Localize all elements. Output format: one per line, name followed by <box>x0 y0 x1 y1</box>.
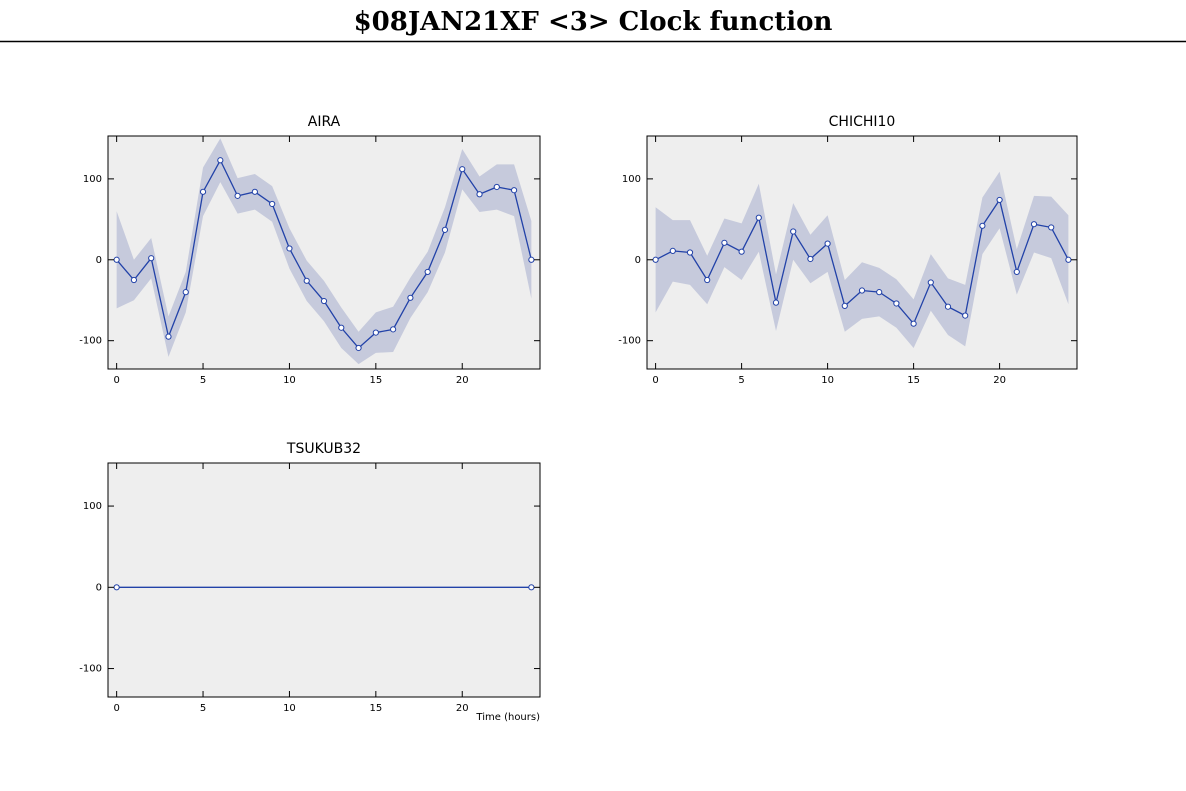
point <box>148 255 155 262</box>
point <box>199 188 207 195</box>
point <box>704 276 711 284</box>
point <box>755 214 762 221</box>
y-tick-label: -100 <box>79 336 102 347</box>
plot-area <box>108 463 540 697</box>
point <box>1065 256 1072 263</box>
point <box>165 333 172 340</box>
point <box>303 277 310 284</box>
point <box>807 255 814 263</box>
x-tick-label: 20 <box>993 375 1006 386</box>
x-tick-label: 0 <box>652 375 658 386</box>
point <box>1030 221 1038 228</box>
y-tick-label: 100 <box>83 501 102 512</box>
x-tick-label: 15 <box>369 375 382 386</box>
point <box>996 196 1003 204</box>
point <box>493 183 500 191</box>
point <box>738 248 745 255</box>
point <box>459 166 466 173</box>
point <box>721 239 728 246</box>
point <box>858 287 866 294</box>
point <box>1013 268 1020 276</box>
plot-frame <box>646 135 1078 370</box>
point <box>113 584 120 591</box>
chart-title: AIRA <box>308 114 341 130</box>
page-title: $08JAN21XF <3> Clock function <box>354 7 833 37</box>
x-tick-label: 10 <box>283 703 296 714</box>
point <box>652 256 659 263</box>
point <box>182 289 189 296</box>
point <box>234 192 241 199</box>
y-tick-label: -100 <box>79 664 102 675</box>
point <box>510 187 518 194</box>
x-tick-label: 20 <box>456 375 469 386</box>
point <box>927 279 934 286</box>
point <box>130 276 138 284</box>
point <box>686 249 694 256</box>
point <box>424 268 431 276</box>
point <box>944 303 952 310</box>
point <box>269 200 276 208</box>
chart-title: TSUKUB32 <box>286 441 361 457</box>
y-tick-label: 100 <box>622 174 641 185</box>
error-band <box>116 138 532 365</box>
x-tick-label: 5 <box>738 375 744 386</box>
x-tick-label: 0 <box>113 703 119 714</box>
y-tick-label: 0 <box>96 582 102 593</box>
point <box>355 344 362 352</box>
point <box>910 320 917 327</box>
point <box>217 157 224 164</box>
point <box>824 240 831 247</box>
y-tick-label: 100 <box>83 174 102 185</box>
x-tick-label: 15 <box>369 703 382 714</box>
point <box>893 300 900 307</box>
point <box>962 312 969 319</box>
point <box>841 302 848 309</box>
point <box>528 256 535 263</box>
y-tick-label: 0 <box>635 255 641 266</box>
y-tick-label: -100 <box>618 336 641 347</box>
point <box>390 326 397 333</box>
point <box>338 324 345 331</box>
point <box>528 584 535 591</box>
x-tick-label: 5 <box>200 703 206 714</box>
x-tick-label: 10 <box>283 375 296 386</box>
y-tick-label: 0 <box>96 255 102 266</box>
point <box>772 299 780 306</box>
plot-frame <box>107 462 541 698</box>
point <box>790 228 797 235</box>
point <box>979 222 986 229</box>
x-tick-label: 0 <box>113 375 119 386</box>
plot-frame <box>107 135 541 370</box>
point <box>1048 224 1055 231</box>
point <box>669 247 676 254</box>
point <box>441 226 449 233</box>
point <box>251 188 258 195</box>
point <box>372 329 379 336</box>
x-tick-label: 5 <box>200 375 206 386</box>
point <box>286 245 293 252</box>
point <box>320 297 328 305</box>
point <box>407 294 414 301</box>
chart-title: CHICHI10 <box>829 114 896 130</box>
x-axis-label: Time (hours) <box>475 712 540 723</box>
x-tick-label: 15 <box>907 375 920 386</box>
point <box>476 191 483 198</box>
point <box>113 256 120 263</box>
x-tick-label: 10 <box>821 375 834 386</box>
x-tick-label: 20 <box>456 703 469 714</box>
point <box>876 289 883 296</box>
